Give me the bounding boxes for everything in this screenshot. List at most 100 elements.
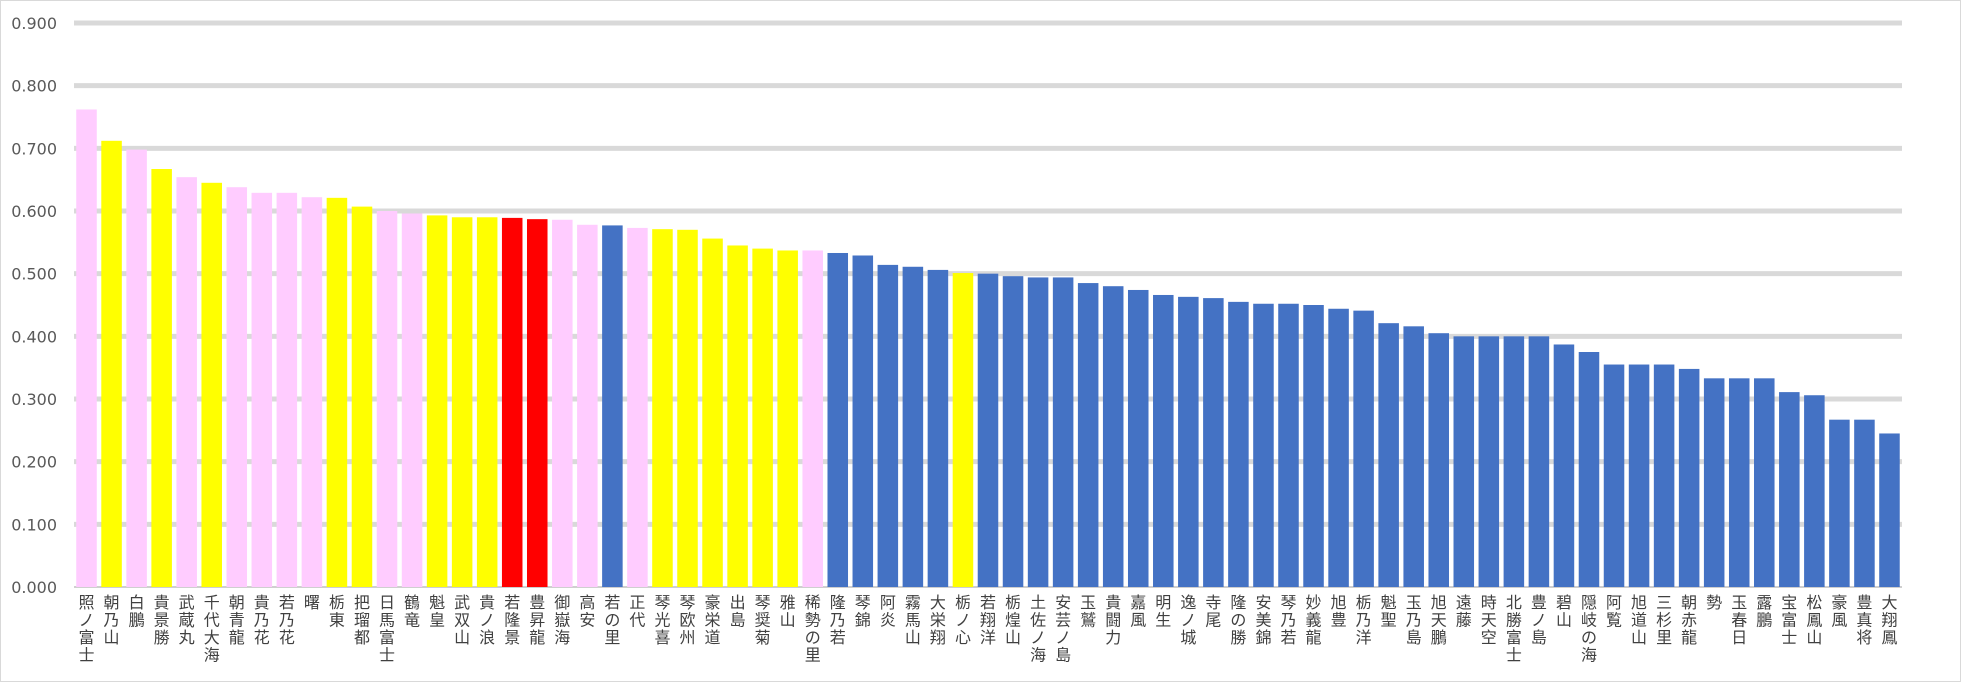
- x-tick-label: 若翔洋: [980, 593, 996, 647]
- bar: [952, 273, 974, 587]
- x-tick-label: 時天空: [1481, 593, 1497, 647]
- x-tick-label: 勢: [1706, 593, 1722, 612]
- bar: [1353, 310, 1374, 587]
- bar: [1553, 344, 1575, 587]
- bar: [526, 219, 548, 587]
- x-tick-label: 大栄翔: [930, 593, 946, 647]
- bar: [251, 192, 273, 587]
- bar: [1178, 296, 1199, 587]
- bar: [552, 219, 573, 587]
- x-tick-label: 豪栄道: [705, 593, 721, 647]
- bar: [1453, 336, 1475, 587]
- bar: [752, 248, 773, 587]
- y-tick-label: 0.900: [11, 14, 57, 33]
- x-tick-label: 琴奨菊: [755, 593, 771, 647]
- y-tick-label: 0.100: [11, 515, 57, 534]
- bar: [226, 187, 248, 587]
- bar: [727, 245, 748, 587]
- x-tick-label: 琴錦: [855, 593, 871, 630]
- x-tick-label: 照ノ富士: [79, 593, 95, 665]
- x-tick-label: 霧馬山: [905, 593, 921, 647]
- y-tick-label: 0.800: [11, 77, 57, 96]
- bar: [126, 149, 147, 587]
- x-tick-label: 豊真将: [1856, 593, 1872, 647]
- bar: [1879, 433, 1900, 587]
- bar: [1278, 303, 1299, 587]
- x-tick-label: 大翔鳳: [1881, 593, 1897, 647]
- x-tick-label: 宝富士: [1781, 593, 1797, 647]
- x-tick-label: 稀勢の里: [805, 593, 821, 665]
- bar: [1253, 303, 1274, 587]
- y-tick-label: 0.500: [11, 265, 57, 284]
- bar: [702, 238, 723, 587]
- bar: [501, 217, 523, 587]
- bar: [877, 264, 899, 587]
- x-tick-label: 高安: [579, 593, 595, 630]
- bar: [451, 217, 473, 587]
- x-tick-label: 朝青龍: [229, 593, 245, 647]
- bar: [577, 224, 598, 588]
- x-tick-label: 妙義龍: [1306, 593, 1322, 647]
- x-tick-label: 日馬富士: [379, 593, 395, 665]
- bar: [1829, 419, 1850, 587]
- x-tick-label: 正代: [629, 593, 645, 630]
- x-tick-label: 逸ノ城: [1180, 593, 1196, 647]
- x-tick-label: 豪風: [1831, 593, 1847, 630]
- bar: [627, 227, 648, 588]
- x-tick-label: 武蔵丸: [179, 593, 195, 647]
- x-tick-label: 安芸ノ島: [1055, 593, 1071, 665]
- bars: [76, 109, 1900, 588]
- x-tick-label: 琴乃若: [1280, 593, 1296, 647]
- x-tick-label: 若の里: [604, 593, 620, 647]
- bar: [1628, 364, 1650, 587]
- x-tick-label: 琴欧州: [680, 593, 696, 647]
- x-tick-label: 御嶽海: [554, 593, 570, 647]
- bar: [1153, 294, 1174, 587]
- x-tick-label: 遠藤: [1456, 593, 1472, 630]
- bar: [151, 169, 172, 587]
- x-tick-label: 明生: [1155, 593, 1171, 630]
- bar: [1603, 364, 1625, 587]
- x-tick-label: 三杉里: [1656, 593, 1672, 647]
- x-tick-label: 旭道山: [1631, 593, 1647, 647]
- bar: [1102, 286, 1124, 587]
- bar: [1528, 336, 1550, 587]
- bar: [1854, 419, 1875, 587]
- y-tick-label: 0.300: [11, 390, 57, 409]
- bar: [201, 182, 222, 588]
- bar: [1378, 323, 1399, 587]
- bar: [1403, 326, 1424, 587]
- x-tick-label: 琴光喜: [654, 593, 670, 647]
- bar: [602, 225, 623, 587]
- x-tick-label: 玉春日: [1731, 593, 1747, 647]
- x-tick-label: 豊ノ島: [1531, 593, 1547, 647]
- bar: [401, 213, 423, 587]
- y-tick-label: 0.200: [11, 453, 57, 472]
- x-tick-label: 玉鷲: [1080, 593, 1096, 630]
- x-tick-label: 隆の勝: [1230, 593, 1246, 647]
- bar: [376, 211, 398, 587]
- x-tick-label: 玉乃島: [1406, 593, 1422, 647]
- bar: [1228, 301, 1249, 587]
- y-tick-label: 0.000: [11, 578, 57, 597]
- x-tick-label: 旭豊: [1331, 593, 1347, 630]
- bar: [1779, 392, 1800, 587]
- x-tick-label: 雅山: [780, 593, 796, 630]
- bar: [1804, 395, 1825, 587]
- bar: [827, 252, 849, 588]
- bar: [1328, 308, 1349, 587]
- x-tick-label: 魁皇: [429, 593, 445, 630]
- bar: [101, 140, 122, 587]
- x-tick-label: 栃煌山: [1005, 593, 1021, 647]
- x-tick-label: 朝乃山: [104, 593, 120, 647]
- bar: [1728, 378, 1750, 587]
- bar: [1428, 333, 1449, 587]
- bar: [1503, 336, 1525, 587]
- x-tick-label: 松鳳山: [1806, 593, 1822, 647]
- x-tick-label: 曙: [304, 593, 320, 612]
- x-tick-label: 把瑠都: [354, 593, 370, 647]
- x-tick-label: 貴景勝: [154, 593, 170, 647]
- x-tick-label: 若乃花: [279, 593, 295, 647]
